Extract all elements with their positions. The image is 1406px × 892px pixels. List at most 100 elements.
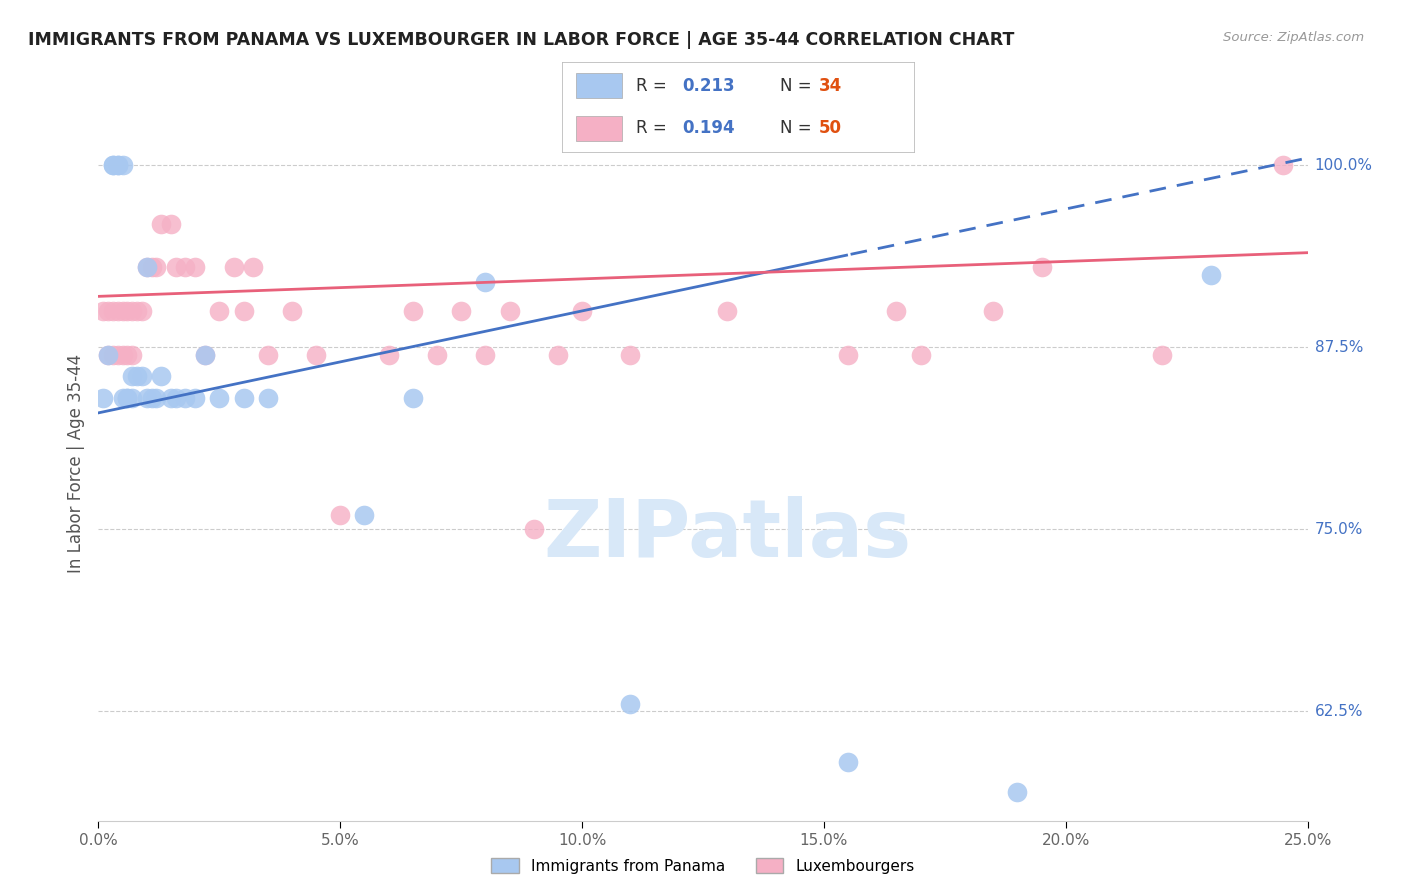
Text: 0.213: 0.213 — [682, 77, 734, 95]
Point — [886, 304, 908, 318]
Point — [232, 392, 254, 406]
Text: ZIPatlas: ZIPatlas — [543, 496, 911, 574]
Point — [107, 158, 129, 172]
Point — [101, 158, 124, 172]
Point — [145, 260, 167, 275]
Text: 100.0%: 100.0% — [1315, 158, 1372, 173]
Point — [910, 348, 932, 362]
Point — [97, 348, 120, 362]
Point — [107, 158, 129, 172]
Point — [117, 392, 139, 406]
Point — [837, 756, 859, 770]
Point — [150, 217, 173, 231]
Point — [111, 348, 134, 362]
Point — [184, 392, 207, 406]
Text: 50: 50 — [818, 120, 842, 137]
Point — [981, 304, 1004, 318]
Point — [305, 348, 328, 362]
Text: 34: 34 — [818, 77, 842, 95]
Point — [131, 369, 153, 384]
Point — [160, 392, 183, 406]
Point — [111, 392, 134, 406]
Point — [174, 392, 197, 406]
Point — [402, 304, 425, 318]
Point — [232, 304, 254, 318]
Point — [329, 508, 352, 522]
Point — [101, 158, 124, 172]
Point — [127, 304, 149, 318]
Point — [1272, 158, 1295, 172]
Text: 75.0%: 75.0% — [1315, 522, 1362, 537]
Point — [523, 522, 546, 536]
Point — [117, 392, 139, 406]
Point — [145, 392, 167, 406]
Legend: Immigrants from Panama, Luxembourgers: Immigrants from Panama, Luxembourgers — [485, 852, 921, 880]
Point — [256, 348, 278, 362]
Point — [141, 260, 163, 275]
Point — [837, 348, 859, 362]
FancyBboxPatch shape — [576, 116, 621, 141]
Point — [135, 260, 157, 275]
Point — [165, 392, 187, 406]
Text: 0.194: 0.194 — [682, 120, 734, 137]
Point — [498, 304, 520, 318]
Text: R =: R = — [636, 120, 672, 137]
Text: R =: R = — [636, 77, 672, 95]
Point — [131, 304, 153, 318]
Point — [474, 275, 496, 289]
Point — [121, 392, 143, 406]
Point — [1152, 348, 1174, 362]
Point — [222, 260, 245, 275]
Point — [1007, 784, 1029, 798]
Point — [97, 348, 120, 362]
Point — [91, 392, 114, 406]
Point — [208, 304, 231, 318]
Point — [91, 304, 114, 318]
Point — [160, 217, 183, 231]
Text: 87.5%: 87.5% — [1315, 340, 1362, 355]
Point — [281, 304, 304, 318]
Point — [150, 369, 173, 384]
Point — [135, 392, 157, 406]
Point — [194, 348, 217, 362]
Point — [474, 348, 496, 362]
Point — [184, 260, 207, 275]
FancyBboxPatch shape — [576, 73, 621, 98]
Point — [101, 304, 124, 318]
Point — [242, 260, 264, 275]
Point — [101, 348, 124, 362]
Point — [194, 348, 217, 362]
Point — [121, 348, 143, 362]
Point — [208, 392, 231, 406]
Point — [111, 158, 134, 172]
Point — [117, 304, 139, 318]
Point — [141, 392, 163, 406]
Point — [402, 392, 425, 406]
Point — [1199, 268, 1222, 282]
Point — [426, 348, 449, 362]
Point — [135, 260, 157, 275]
Point — [353, 508, 375, 522]
Point — [117, 348, 139, 362]
Point — [165, 260, 187, 275]
Point — [1031, 260, 1053, 275]
Text: N =: N = — [780, 77, 817, 95]
Text: 62.5%: 62.5% — [1315, 704, 1362, 719]
Point — [450, 304, 472, 318]
Point — [127, 369, 149, 384]
Text: N =: N = — [780, 120, 817, 137]
Point — [256, 392, 278, 406]
Point — [107, 348, 129, 362]
Point — [121, 369, 143, 384]
Point — [619, 348, 641, 362]
Point — [174, 260, 197, 275]
Point — [107, 304, 129, 318]
Point — [121, 304, 143, 318]
Point — [716, 304, 738, 318]
Y-axis label: In Labor Force | Age 35-44: In Labor Force | Age 35-44 — [66, 354, 84, 574]
Point — [571, 304, 593, 318]
Point — [619, 697, 641, 711]
Point — [97, 304, 120, 318]
Point — [111, 304, 134, 318]
Point — [547, 348, 569, 362]
